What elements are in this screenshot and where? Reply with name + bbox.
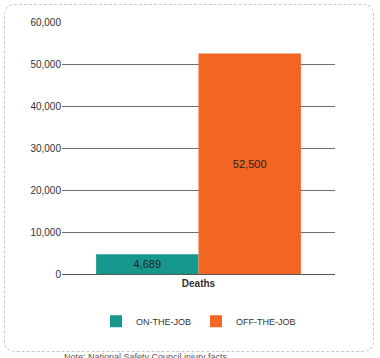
svg-text:10,000: 10,000 (30, 227, 61, 238)
svg-text:Deaths: Deaths (182, 278, 216, 289)
svg-text:OFF-THE-JOB: OFF-THE-JOB (236, 317, 296, 327)
svg-text:40,000: 40,000 (30, 101, 61, 112)
svg-text:60,000: 60,000 (30, 17, 61, 28)
svg-text:4,689: 4,689 (134, 258, 162, 270)
svg-text:30,000: 30,000 (30, 143, 61, 154)
svg-text:ON-THE-JOB: ON-THE-JOB (136, 317, 191, 327)
svg-text:20,000: 20,000 (30, 185, 61, 196)
svg-text:52,500: 52,500 (233, 158, 267, 170)
svg-text:0: 0 (55, 269, 61, 280)
svg-text:50,000: 50,000 (30, 59, 61, 70)
svg-text:Note: National Safety Council: Note: National Safety Council injury fac… (64, 352, 228, 358)
